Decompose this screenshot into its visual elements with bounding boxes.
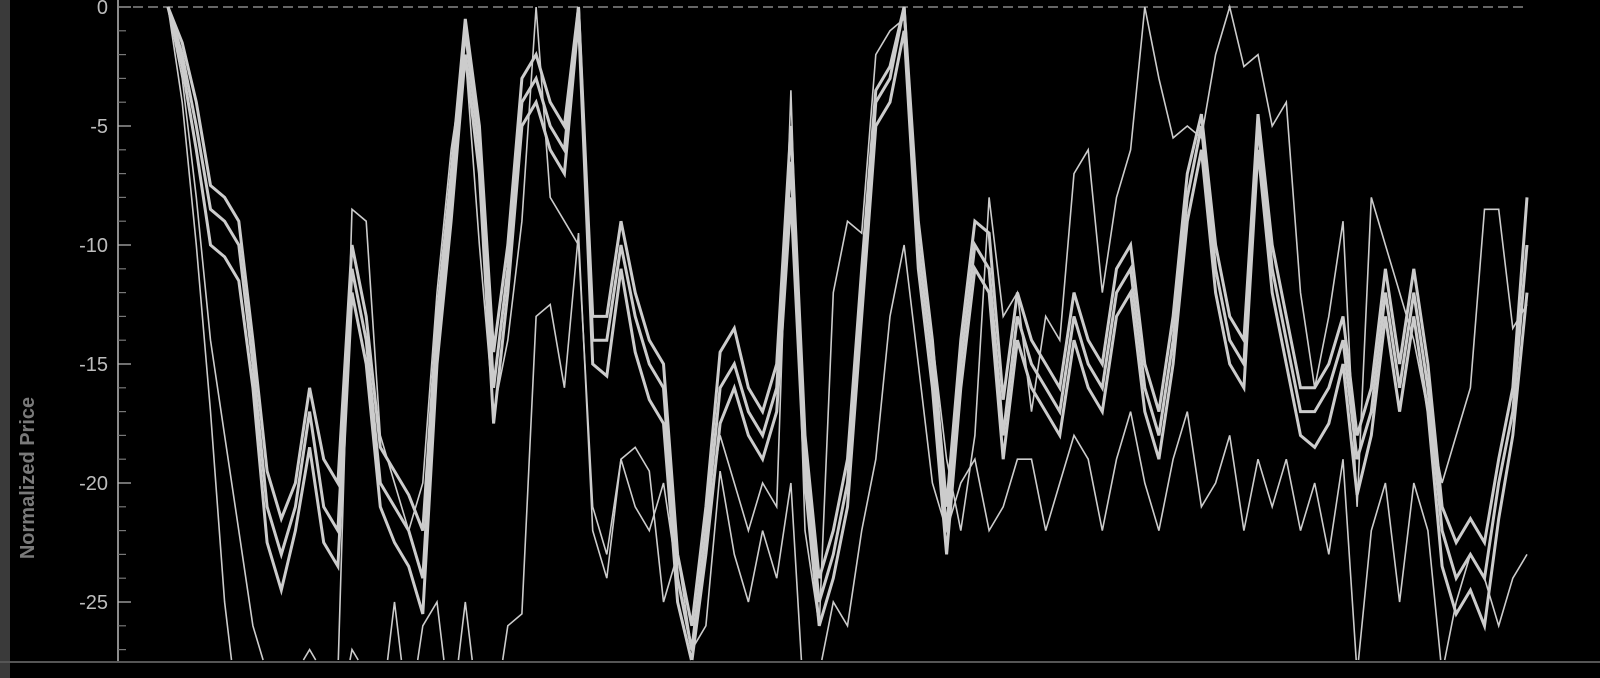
y-tick-label: -25 <box>79 592 108 614</box>
y-tick-label: -15 <box>79 354 108 376</box>
y-axis-label: Normalized Price <box>17 397 39 559</box>
series-line-2 <box>166 6 1529 650</box>
y-tick-label: -5 <box>90 116 108 138</box>
series-line-4 <box>167 6 1528 661</box>
series-line-1 <box>166 6 1529 627</box>
y-tick-label: 0 <box>97 0 108 19</box>
series-line-3 <box>166 6 1529 661</box>
y-tick-label: -20 <box>79 473 108 495</box>
series-line-5 <box>167 3 1528 661</box>
left-panel-edge <box>0 0 10 678</box>
y-tick-label: -10 <box>79 235 108 257</box>
